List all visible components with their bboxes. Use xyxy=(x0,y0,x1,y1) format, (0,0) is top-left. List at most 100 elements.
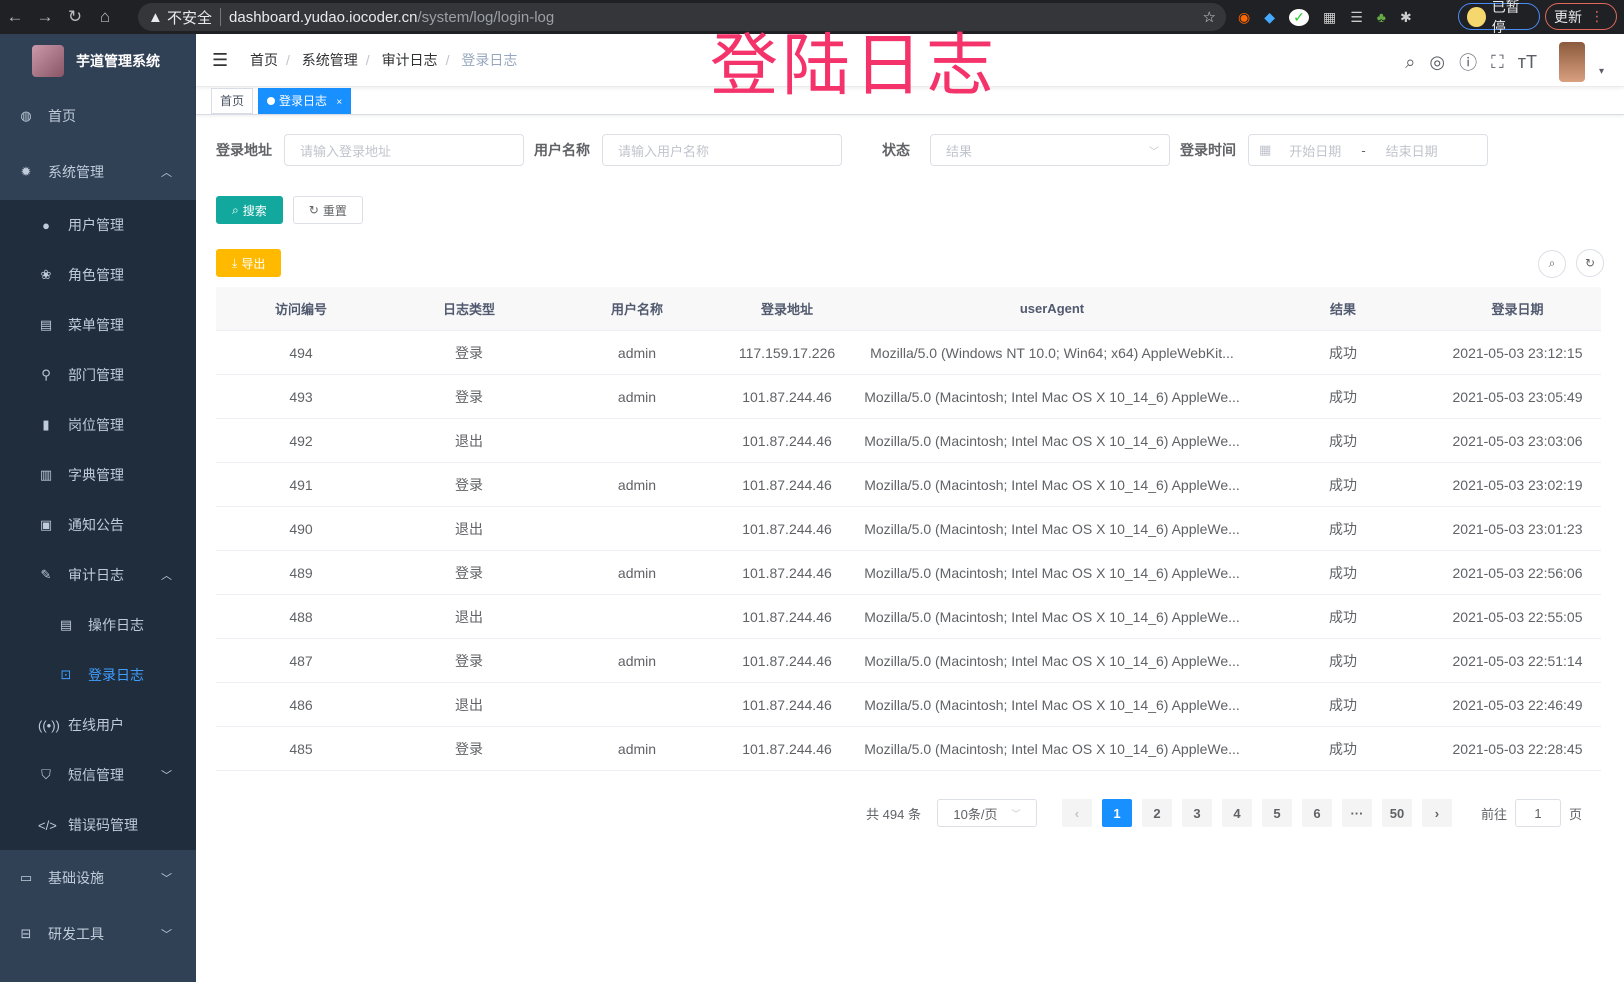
page-button[interactable]: 50 xyxy=(1381,799,1412,827)
search-icon[interactable]: ⌕ xyxy=(1405,51,1416,72)
export-button[interactable]: ⤓ 导出 xyxy=(216,249,282,278)
font-size-icon[interactable]: ᴛT xyxy=(1517,51,1537,72)
update-button[interactable]: 更新 ⋮ xyxy=(1545,3,1617,30)
table-cell: Mozilla/5.0 (Macintosh; Intel Mac OS X 1… xyxy=(852,726,1252,771)
user-icon: ● xyxy=(42,217,50,233)
table-cell: 101.87.244.46 xyxy=(722,374,852,419)
dashboard-icon: ◍ xyxy=(20,108,32,123)
start-date[interactable]: 开始日期 xyxy=(1289,143,1342,159)
search-button[interactable]: ⌕ 搜索 xyxy=(216,196,283,224)
tag-login-log[interactable]: 登录日志 × xyxy=(258,87,352,114)
tag-label: 登录日志 xyxy=(279,93,328,108)
table-cell: Mozilla/5.0 (Macintosh; Intel Mac OS X 1… xyxy=(852,462,1252,507)
table-cell: 成功 xyxy=(1252,418,1434,463)
table-row[interactable]: 486 退出 101.87.244.46 Mozilla/5.0 (Macintosh… xyxy=(216,682,1601,727)
prev-page-button[interactable]: ‹ xyxy=(1061,799,1092,827)
sidebar-item-dict[interactable]: ▥ 字典管理 xyxy=(0,450,196,500)
bookmark-star-icon[interactable]: ☆ xyxy=(1202,9,1216,26)
refresh-button[interactable]: ↻ xyxy=(1576,249,1604,277)
logo[interactable]: 芋道管理系统 xyxy=(0,34,196,88)
table-cell: Mozilla/5.0 (Windows NT 10.0; Win64; x64… xyxy=(852,330,1252,375)
breadcrumb: 首页 / 系统管理 / 审计日志 / 登录日志 xyxy=(250,52,518,68)
extension-icon[interactable]: ▦ xyxy=(1323,8,1337,25)
sidebar-item-error-code[interactable]: </> 错误码管理 xyxy=(0,800,196,850)
reset-button[interactable]: ↻ 重置 xyxy=(292,196,363,224)
sidebar-item-login-log[interactable]: ⊡ 登录日志 xyxy=(0,650,196,700)
sidebar-item-audit-log[interactable]: ✎ 审计日志 ︿ xyxy=(0,550,196,600)
help-icon[interactable]: ⓘ xyxy=(1459,53,1478,73)
page-button[interactable]: 5 xyxy=(1261,799,1292,827)
page-button[interactable]: 6 xyxy=(1301,799,1332,827)
status-placeholder: 结果 xyxy=(946,143,973,159)
sidebar-item-operate-log[interactable]: ▤ 操作日志 xyxy=(0,600,196,650)
extension-icon[interactable]: ☰ xyxy=(1350,8,1363,25)
table-cell: 成功 xyxy=(1252,550,1434,595)
extension-icon[interactable]: ✓ xyxy=(1289,8,1309,26)
sidebar-item-sms[interactable]: ⛉ 短信管理 ﹀ xyxy=(0,750,196,800)
username-input[interactable]: 请输入用户名称 xyxy=(602,134,842,166)
page-button[interactable]: 2 xyxy=(1141,799,1172,827)
chevron-down-icon: ﹀ xyxy=(161,873,172,885)
table-cell: 491 xyxy=(216,462,386,507)
sidebar-item-notice[interactable]: ▣ 通知公告 xyxy=(0,500,196,550)
address-bar[interactable]: ▲ 不安全 dashboard.yudao.iocoder.cn/system/… xyxy=(138,3,1226,31)
date-range-picker[interactable]: ▦ 开始日期 - 结束日期 xyxy=(1248,134,1488,166)
hamburger-icon[interactable]: ☰ xyxy=(212,49,229,70)
tag-home[interactable]: 首页 xyxy=(211,87,254,114)
extension-icon[interactable]: ♣ xyxy=(1376,9,1386,25)
page-button[interactable]: ··· xyxy=(1341,799,1372,827)
home-icon[interactable]: ⌂ xyxy=(99,7,111,26)
goto-page-input[interactable]: 1 xyxy=(1514,799,1561,827)
breadcrumb-item[interactable]: 首页 xyxy=(250,52,278,68)
table-row[interactable]: 493 登录 admin 101.87.244.46 Mozilla/5.0 (Maci… xyxy=(216,374,1601,419)
status-select[interactable]: 结果 ﹀ xyxy=(930,134,1170,166)
breadcrumb-item[interactable]: 审计日志 xyxy=(381,52,438,68)
page-button[interactable]: 3 xyxy=(1181,799,1212,827)
github-icon[interactable]: ◎ xyxy=(1429,51,1446,72)
back-icon[interactable]: ← xyxy=(6,7,24,26)
table-row[interactable]: 492 退出 101.87.244.46 Mozilla/5.0 (Macintosh… xyxy=(216,418,1601,463)
table-row[interactable]: 490 退出 101.87.244.46 Mozilla/5.0 (Macintosh… xyxy=(216,506,1601,551)
extension-icon[interactable]: ◆ xyxy=(1264,8,1275,25)
puzzle-icon[interactable]: ✱ xyxy=(1399,8,1412,25)
fullscreen-icon[interactable]: ⛶ xyxy=(1491,51,1504,72)
sidebar-item-infra[interactable]: ▭ 基础设施 ﹀ xyxy=(0,850,196,906)
reload-icon[interactable]: ↻ xyxy=(67,7,83,26)
sidebar-item-tool[interactable]: ⊟ 研发工具 ﹀ xyxy=(0,906,196,962)
profile-button[interactable]: 已暂停 xyxy=(1458,0,1540,35)
goto-label: 前往 xyxy=(1480,806,1507,822)
sidebar-item-system[interactable]: ✹ 系统管理 ︿ xyxy=(0,144,196,200)
sidebar-item-home[interactable]: ◍ 首页 xyxy=(0,88,196,144)
sidebar-item-menu[interactable]: ▤ 菜单管理 xyxy=(0,300,196,350)
table-cell: 登录 xyxy=(386,638,552,683)
table-row[interactable]: 491 登录 admin 101.87.244.46 Mozilla/5.0 (Maci… xyxy=(216,462,1601,507)
column-header: userAgent xyxy=(852,286,1252,331)
close-icon[interactable]: × xyxy=(336,96,343,108)
sidebar-item-user[interactable]: ● 用户管理 xyxy=(0,200,196,250)
caret-down-icon[interactable]: ▾ xyxy=(1598,65,1604,77)
page-size-select[interactable]: 10条/页 ﹀ xyxy=(936,799,1037,827)
validcode-icon: ⛉ xyxy=(41,767,51,782)
sidebar-item-role[interactable]: ❀ 角色管理 xyxy=(0,250,196,300)
table-row[interactable]: 488 退出 101.87.244.46 Mozilla/5.0 (Macintosh… xyxy=(216,594,1601,639)
table-row[interactable]: 487 登录 admin 101.87.244.46 Mozilla/5.0 (Maci… xyxy=(216,638,1601,683)
page-button[interactable]: 1 xyxy=(1101,799,1132,827)
next-page-button[interactable]: › xyxy=(1421,799,1452,827)
end-date[interactable]: 结束日期 xyxy=(1385,143,1438,159)
table-row[interactable]: 494 登录 admin 117.159.17.226 Mozilla/5.0 (Win… xyxy=(216,330,1601,375)
avatar[interactable] xyxy=(1558,42,1585,82)
extension-icon[interactable]: ◉ xyxy=(1238,8,1251,25)
table-row[interactable]: 489 登录 admin 101.87.244.46 Mozilla/5.0 (Maci… xyxy=(216,550,1601,595)
table-row[interactable]: 485 登录 admin 101.87.244.46 Mozilla/5.0 (Maci… xyxy=(216,726,1601,771)
sidebar-item-post[interactable]: ▮ 岗位管理 xyxy=(0,400,196,450)
table-cell: Mozilla/5.0 (Macintosh; Intel Mac OS X 1… xyxy=(852,374,1252,419)
table-cell: 494 xyxy=(216,330,386,375)
breadcrumb-item[interactable]: 系统管理 xyxy=(301,52,358,68)
toggle-search-button[interactable]: ⌕ xyxy=(1538,249,1566,278)
forward-icon[interactable]: → xyxy=(36,7,54,26)
sidebar-item-dept[interactable]: ⚲ 部门管理 xyxy=(0,350,196,400)
ip-input[interactable]: 请输入登录地址 xyxy=(284,134,524,166)
sidebar-item-online-user[interactable]: ((•)) 在线用户 xyxy=(0,700,196,750)
page-button[interactable]: 4 xyxy=(1221,799,1252,827)
page-size-value: 10条/页 xyxy=(953,806,998,822)
